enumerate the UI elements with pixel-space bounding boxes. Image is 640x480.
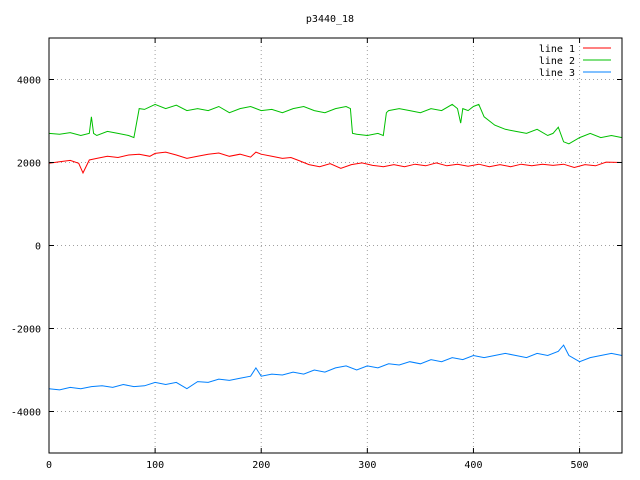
plot-frame (48, 37, 623, 454)
chart-title: p3440_18 (306, 14, 354, 25)
y-tick-label: 0 (35, 242, 41, 253)
legend-label-2: line 2 (539, 56, 575, 67)
plot-border (48, 37, 623, 454)
y-tick-label: -2000 (11, 325, 41, 336)
x-tick-label: 300 (358, 460, 376, 471)
legend-label-3: line 3 (539, 68, 575, 79)
series-layer (48, 103, 623, 391)
x-axis: 0 100 200 300 400 500 (46, 38, 589, 471)
x-tick-label: 0 (46, 460, 52, 471)
grid (49, 38, 622, 453)
x-tick-label: 100 (146, 460, 164, 471)
x-tick-label: 500 (571, 460, 589, 471)
x-tick-label: 400 (464, 460, 482, 471)
legend-label-1: line 1 (539, 44, 575, 55)
y-axis: -4000 -2000 0 2000 4000 (11, 76, 622, 419)
series-line-2 (48, 103, 623, 145)
series-line-1 (48, 151, 623, 175)
y-tick-label: 4000 (17, 76, 41, 87)
series-line-3 (48, 344, 623, 391)
y-tick-label: -4000 (11, 408, 41, 419)
y-tick-label: 2000 (17, 159, 41, 170)
x-tick-label: 200 (252, 460, 270, 471)
